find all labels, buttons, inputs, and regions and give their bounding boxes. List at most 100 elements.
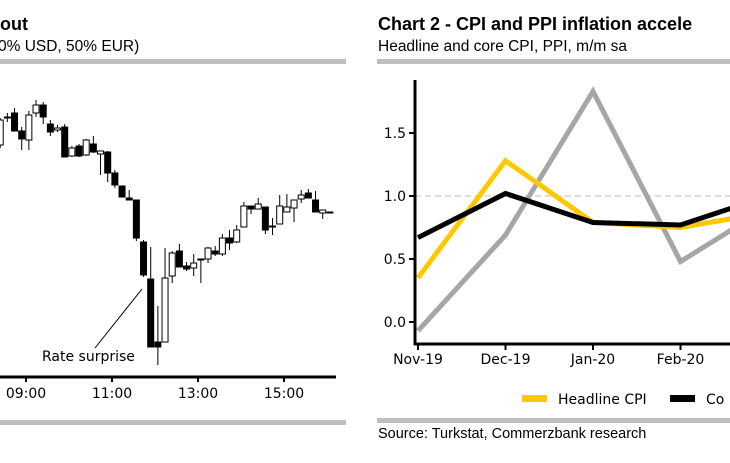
candle xyxy=(125,190,133,201)
y-tick-label: 1.0 xyxy=(384,189,406,205)
candle xyxy=(197,258,205,283)
candle-body-up xyxy=(190,262,198,269)
candle-body-down xyxy=(18,130,26,140)
candle xyxy=(25,111,33,150)
candle-body-up xyxy=(297,194,305,200)
right-header-divider xyxy=(377,59,730,64)
candle-body-up xyxy=(3,116,11,119)
candle xyxy=(161,248,169,343)
candle xyxy=(211,246,219,256)
y-tick-label: 1.5 xyxy=(384,126,406,142)
candle-body-down xyxy=(261,206,269,231)
annotation-pointer xyxy=(94,288,143,349)
candle xyxy=(319,209,327,219)
candle-body-down xyxy=(304,192,312,199)
candle-body-down xyxy=(132,199,140,239)
y-tick-label: 0.0 xyxy=(384,315,406,331)
series-line-ppi xyxy=(416,86,730,333)
candle xyxy=(290,199,298,222)
source-note: Source: Turkstat, Commerzbank research xyxy=(378,426,647,442)
candle xyxy=(240,202,248,228)
candle xyxy=(46,120,54,136)
right-footer-divider xyxy=(377,418,730,423)
legend-label-core-cpi: Co xyxy=(706,392,724,408)
candle-body-down xyxy=(61,126,69,158)
candle xyxy=(233,225,241,243)
candle xyxy=(3,113,11,122)
candle xyxy=(226,230,234,250)
candle xyxy=(54,125,62,132)
candle-body-up xyxy=(290,199,298,209)
candle-body-down xyxy=(75,145,83,157)
candle-body-up xyxy=(319,209,327,214)
candle-body-up xyxy=(326,211,334,214)
x-tick-label: 15:00 xyxy=(264,386,304,402)
legend-swatch-headline-cpi xyxy=(522,395,547,402)
candle-body-down xyxy=(118,185,126,198)
candle-body-up xyxy=(161,277,169,343)
candle xyxy=(175,244,183,268)
candle-body-down xyxy=(312,199,320,213)
candle-body-up xyxy=(68,147,76,157)
candle-body-up xyxy=(254,203,262,210)
candle xyxy=(68,146,76,157)
y-tick-label: 0.5 xyxy=(384,252,406,268)
x-tick-label: Jan-20 xyxy=(570,352,615,368)
candle xyxy=(104,151,112,182)
candle-body-up xyxy=(240,205,248,228)
candle xyxy=(89,136,97,153)
rate-surprise-annotation: Rate surprise xyxy=(42,349,135,365)
candle-body-up xyxy=(283,206,291,213)
x-tick-label: 11:00 xyxy=(92,386,132,402)
candle xyxy=(304,189,312,199)
candle xyxy=(261,206,269,234)
candle xyxy=(168,251,176,283)
candle xyxy=(218,234,226,256)
candle-body-down xyxy=(175,250,183,268)
candle-body-up xyxy=(276,205,284,225)
candle xyxy=(283,194,291,213)
candle-body-down xyxy=(104,151,112,174)
candlestick-chart: 09:00 11:00 13:00 15:00 Rate surprise xyxy=(0,100,336,402)
candle xyxy=(326,211,334,214)
candle-body-up xyxy=(54,127,62,131)
candle xyxy=(0,118,4,148)
left-footer-divider xyxy=(0,420,346,425)
candle-body-up xyxy=(233,229,241,243)
candle xyxy=(132,199,140,241)
candle-body-down xyxy=(154,341,162,348)
legend-swatch-core-cpi xyxy=(670,395,695,402)
candle xyxy=(190,254,198,276)
x-tick-label: Nov-19 xyxy=(393,352,443,368)
candle-body-down xyxy=(39,104,47,118)
candle-body-down xyxy=(89,143,97,153)
candle-body-down xyxy=(226,237,234,244)
candle xyxy=(183,262,191,271)
left-chart-subtitle: 0% USD, 50% EUR) xyxy=(0,38,140,55)
candle xyxy=(247,205,255,214)
candle-body-up xyxy=(168,252,176,277)
candle xyxy=(254,198,262,210)
candle xyxy=(111,170,119,188)
candle xyxy=(97,150,105,175)
candle-body-down xyxy=(46,123,54,133)
candle xyxy=(32,100,40,117)
left-chart-title: out xyxy=(0,14,28,34)
candle-body-up xyxy=(218,237,226,255)
candle-body-down xyxy=(247,205,255,210)
candle-body-up xyxy=(197,258,205,261)
candle xyxy=(269,218,277,235)
legend-label-headline-cpi: Headline CPI xyxy=(558,392,647,408)
x-tick-label: Dec-19 xyxy=(481,352,531,368)
candle xyxy=(276,195,284,225)
candle-body-up xyxy=(97,150,105,155)
candle xyxy=(140,240,148,277)
candle-body-down xyxy=(111,172,119,186)
candle xyxy=(154,306,162,365)
x-tick-label: Feb-20 xyxy=(657,352,705,368)
candle-body-down xyxy=(211,250,219,255)
candle-body-up xyxy=(82,139,90,156)
candle xyxy=(118,185,126,198)
candle-body-down xyxy=(147,278,155,348)
candle-body-down xyxy=(140,241,148,276)
